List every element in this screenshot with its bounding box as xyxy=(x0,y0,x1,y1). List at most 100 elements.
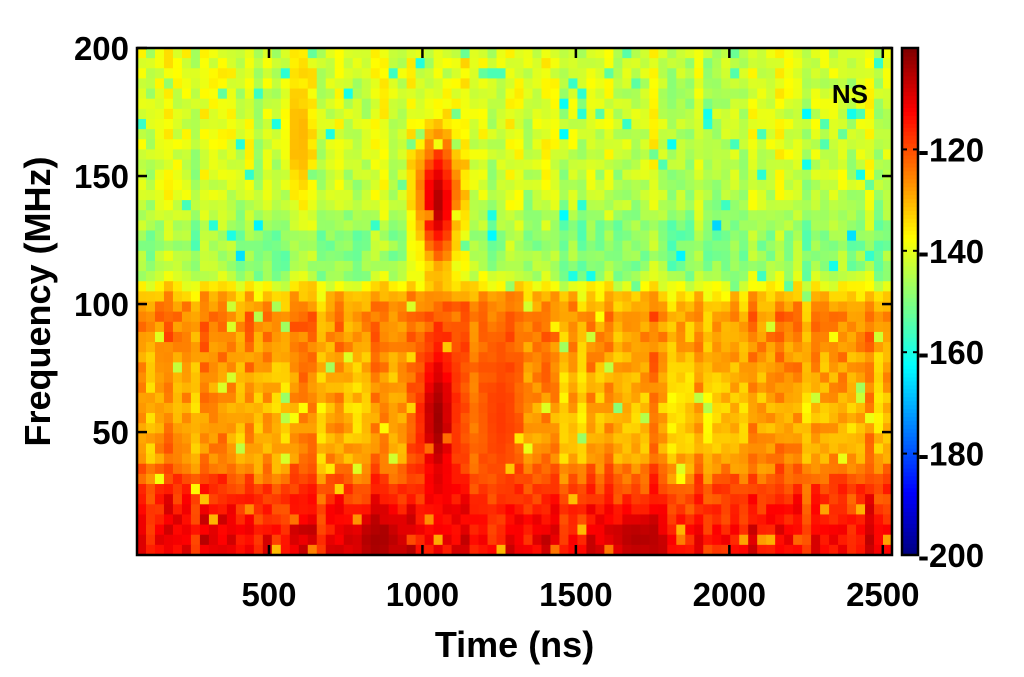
heatmap-cell xyxy=(307,301,318,313)
heatmap-cell xyxy=(217,321,228,333)
heatmap-cell xyxy=(613,463,623,475)
heatmap-cell xyxy=(397,534,408,546)
heatmap-cell xyxy=(820,473,830,485)
heatmap-cell xyxy=(514,210,525,221)
heatmap-cell xyxy=(730,179,740,191)
heatmap-cell xyxy=(775,291,785,303)
heatmap-cell xyxy=(235,230,246,242)
heatmap-cell xyxy=(550,149,561,161)
heatmap-cell xyxy=(433,78,444,90)
heatmap-cell xyxy=(802,524,812,536)
heatmap-cell xyxy=(190,88,201,100)
heatmap-cell xyxy=(703,179,713,191)
heatmap-cell xyxy=(694,250,704,262)
heatmap-cell xyxy=(658,98,668,110)
heatmap-cell xyxy=(397,250,408,262)
heatmap-cell xyxy=(577,524,588,536)
heatmap-cell xyxy=(631,271,641,282)
heatmap-cell xyxy=(541,331,552,343)
heatmap-cell xyxy=(307,402,318,414)
heatmap-cell xyxy=(487,473,498,485)
colorbar-swatch xyxy=(902,190,918,196)
heatmap-cell xyxy=(172,68,183,80)
heatmap-cell xyxy=(406,260,417,272)
heatmap-cell xyxy=(874,392,884,404)
heatmap-cell xyxy=(397,48,408,59)
heatmap-cell xyxy=(208,494,219,505)
heatmap-cell xyxy=(280,220,291,232)
heatmap-cell xyxy=(658,169,668,181)
heatmap-cell xyxy=(271,98,282,110)
heatmap-cell xyxy=(568,260,579,272)
heatmap-cell xyxy=(370,129,381,140)
heatmap-cell xyxy=(748,210,758,221)
heatmap-cell xyxy=(586,484,596,495)
heatmap-cell xyxy=(757,48,767,59)
heatmap-cell xyxy=(478,453,489,465)
heatmap-cell xyxy=(775,331,785,343)
heatmap-cell xyxy=(244,382,255,394)
heatmap-cell xyxy=(559,504,570,516)
heatmap-cell xyxy=(793,534,803,546)
heatmap-cell xyxy=(766,129,776,140)
heatmap-cell xyxy=(217,544,228,556)
heatmap-cell xyxy=(604,230,614,242)
heatmap-cell xyxy=(721,494,731,505)
heatmap-cell xyxy=(298,382,309,394)
heatmap-cell xyxy=(739,362,749,374)
heatmap-cell xyxy=(748,159,758,171)
heatmap-cell xyxy=(244,372,255,384)
heatmap-cell xyxy=(298,544,309,556)
heatmap-cell xyxy=(685,331,695,343)
heatmap-cell xyxy=(559,88,570,100)
heatmap-cell xyxy=(757,423,767,434)
heatmap-cell xyxy=(379,402,390,414)
heatmap-cell xyxy=(289,68,300,80)
heatmap-cell xyxy=(235,463,246,475)
heatmap-cell xyxy=(190,220,201,232)
heatmap-cell xyxy=(154,484,165,495)
heatmap-cell xyxy=(649,139,659,150)
colorbar-swatch xyxy=(902,111,918,116)
heatmap-cell xyxy=(766,494,776,505)
colorbar-swatch xyxy=(902,404,918,410)
heatmap-cell xyxy=(874,423,884,434)
heatmap-cell xyxy=(424,291,435,303)
heatmap-cell xyxy=(478,473,489,485)
heatmap-cell xyxy=(137,413,147,424)
heatmap-cell xyxy=(262,524,273,536)
heatmap-cell xyxy=(137,200,147,211)
heatmap-cell xyxy=(271,200,282,211)
heatmap-cell xyxy=(649,433,659,445)
heatmap-cell xyxy=(586,463,596,475)
heatmap-cell xyxy=(181,250,192,262)
heatmap-cell xyxy=(559,311,570,323)
heatmap-cell xyxy=(784,240,794,252)
heatmap-cell xyxy=(137,88,147,100)
heatmap-cell xyxy=(811,504,821,516)
heatmap-cell xyxy=(289,514,300,526)
heatmap-cell xyxy=(316,524,327,536)
heatmap-cell xyxy=(766,311,776,323)
heatmap-cell xyxy=(811,108,821,120)
heatmap-cell xyxy=(739,129,749,140)
heatmap-cell xyxy=(586,220,596,232)
heatmap-cell xyxy=(559,129,570,140)
heatmap-cell xyxy=(415,129,426,140)
heatmap-cell xyxy=(496,159,507,171)
heatmap-cell xyxy=(370,524,381,536)
heatmap-cell xyxy=(667,331,677,343)
heatmap-cell xyxy=(676,281,686,292)
heatmap-cell xyxy=(388,271,399,282)
heatmap-cell xyxy=(694,473,704,485)
heatmap-cell xyxy=(190,240,201,252)
heatmap-cell xyxy=(667,260,677,272)
heatmap-cell xyxy=(739,149,749,161)
heatmap-cell xyxy=(739,443,749,455)
heatmap-cell xyxy=(586,98,596,110)
heatmap-cell xyxy=(631,321,641,333)
heatmap-cell xyxy=(415,463,426,475)
heatmap-cell xyxy=(721,88,731,100)
heatmap-cell xyxy=(694,484,704,495)
heatmap-cell xyxy=(325,230,336,242)
